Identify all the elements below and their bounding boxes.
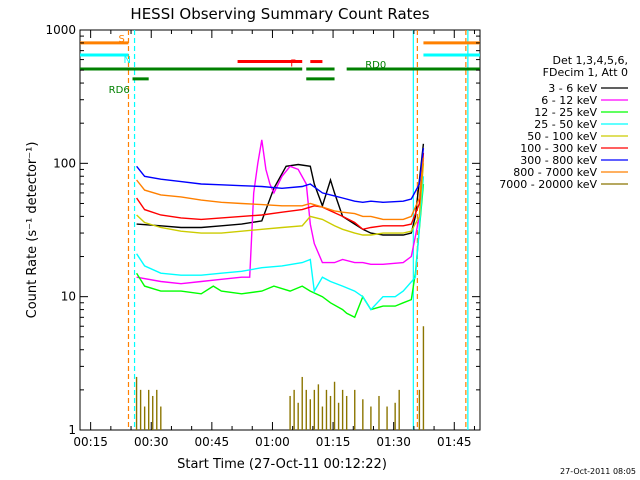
state-label-0: S (118, 34, 124, 45)
x-tick-label-5: 01:30 (376, 435, 411, 449)
series-line-5 (136, 152, 425, 231)
legend-label-4: 50 - 100 keV (527, 130, 597, 143)
series-line-0 (136, 143, 425, 236)
x-tick-label-2: 00:45 (195, 435, 230, 449)
legend: Det 1,3,4,5,6,FDecim 1, Att 0 3 - 6 keV6 … (499, 54, 628, 191)
y-tick-label-3: 1000 (45, 23, 76, 37)
state-label-3: RD6 (109, 85, 130, 96)
legend-label-5: 100 - 300 keV (520, 142, 597, 155)
x-axis-label: Start Time (27-Oct-11 00:12:22) (177, 457, 387, 472)
legend-label-1: 6 - 12 keV (541, 94, 597, 107)
x-tick-label-1: 00:30 (134, 435, 169, 449)
legend-label-6: 300 - 800 keV (520, 154, 597, 167)
series-line-4 (136, 163, 425, 236)
series-line-3 (136, 176, 425, 311)
legend-header-1: FDecim 1, Att 0 (543, 66, 628, 79)
y-axis-label: Count Rate (s⁻¹ detector⁻¹) (25, 142, 40, 319)
y-tick-label-2: 100 (53, 156, 76, 170)
legend-label-2: 12 - 25 keV (534, 106, 597, 119)
legend-label-3: 25 - 50 keV (534, 118, 597, 131)
legend-label-0: 3 - 6 keV (548, 82, 597, 95)
legend-header-0: Det 1,3,4,5,6, (552, 54, 628, 67)
series-layer (127, 30, 469, 430)
axes: 1 10 100 1000 00:15 00:30 00:45 01:00 01:15 01:30… (45, 23, 480, 449)
x-tick-label-0: 00:15 (73, 435, 108, 449)
x-tick-label-6: 01:45 (437, 435, 472, 449)
series-line-1 (136, 139, 425, 285)
footer-date: 27-Oct-2011 08:05 (560, 467, 636, 476)
state-bars: SN F RD6 RD0 (80, 34, 480, 96)
state-label-4: RD0 (365, 60, 386, 71)
x-tick-label-3: 01:00 (255, 435, 290, 449)
series-line-7 (136, 157, 425, 221)
state-label-1: N (123, 55, 130, 66)
y-tick-label-0: 1 (68, 423, 76, 437)
legend-label-8: 7000 - 20000 keV (499, 178, 597, 191)
x-tick-label-4: 01:15 (316, 435, 351, 449)
series-line-6 (136, 148, 425, 204)
chart-title: HESSI Observing Summary Count Rates (130, 5, 429, 23)
state-label-2: F (290, 59, 296, 70)
plot-frame (79, 29, 481, 431)
legend-label-7: 800 - 7000 keV (513, 166, 597, 179)
y-tick-label-1: 10 (61, 290, 76, 304)
series-line-2 (136, 183, 425, 319)
